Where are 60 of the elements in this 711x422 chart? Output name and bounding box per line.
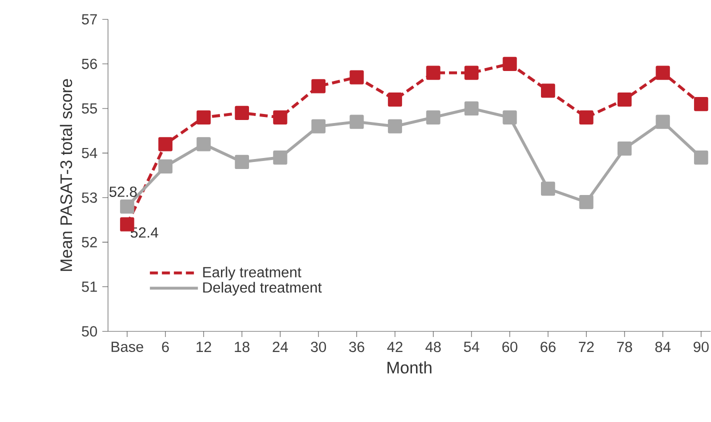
point — [196, 137, 211, 152]
point — [464, 66, 479, 80]
point — [196, 110, 211, 124]
x-tick-label: 36 — [349, 342, 364, 352]
y-axis-title: Mean PASAT-3 total score — [60, 79, 72, 271]
x-tick-label: 12 — [196, 342, 212, 352]
point — [464, 101, 479, 116]
point — [502, 56, 517, 71]
x-tick-label: 66 — [540, 342, 556, 352]
y-tick-label: 55 — [82, 103, 97, 114]
point — [618, 92, 632, 107]
x-tick-label: 72 — [578, 342, 594, 352]
x-axis-title: Month — [388, 361, 432, 374]
x-tick-label: Base — [112, 342, 144, 352]
x-tick-label: 24 — [272, 342, 288, 352]
y-tick-label: 54 — [82, 148, 98, 158]
x-tick-label: 60 — [502, 342, 518, 352]
point — [426, 110, 440, 124]
point — [579, 195, 594, 210]
annotation: 52.8 — [109, 186, 137, 197]
point — [656, 66, 670, 80]
x-tick-label: 48 — [425, 342, 441, 352]
legend-label: Early treatment — [203, 266, 302, 280]
point — [311, 79, 326, 94]
x-tick-label: 90 — [694, 342, 709, 352]
point — [388, 92, 402, 107]
point — [158, 159, 172, 174]
point — [540, 84, 556, 98]
y-tick-label: 52 — [82, 237, 97, 248]
y-tick-label: 51 — [82, 282, 97, 292]
point — [502, 110, 517, 124]
point — [158, 137, 172, 152]
y-tick-label: 53 — [82, 192, 97, 203]
x-tick-label: 30 — [310, 342, 326, 352]
point — [234, 106, 249, 120]
x-tick-label: 78 — [617, 342, 632, 352]
x-tick-label: 6 — [162, 342, 169, 352]
x-tick-label: 18 — [234, 342, 250, 352]
x-tick-label: 54 — [464, 342, 480, 352]
legend-label: Delayed treatment — [203, 282, 322, 296]
x-tick-label: 84 — [655, 342, 671, 352]
point — [234, 154, 249, 170]
point — [426, 66, 440, 80]
point — [273, 110, 288, 124]
point — [350, 114, 364, 129]
point — [618, 142, 632, 156]
point — [579, 110, 594, 124]
point — [694, 150, 708, 165]
point — [273, 150, 288, 165]
point — [120, 199, 134, 214]
point — [540, 182, 556, 196]
y-tick-label: 57 — [82, 14, 97, 24]
point — [311, 119, 326, 134]
point — [656, 114, 670, 129]
point — [388, 119, 402, 134]
y-tick-label: 56 — [82, 58, 97, 70]
y-tick-label: 50 — [82, 326, 98, 337]
point — [694, 96, 708, 112]
x-tick-label: 42 — [387, 342, 402, 352]
point — [350, 70, 364, 84]
